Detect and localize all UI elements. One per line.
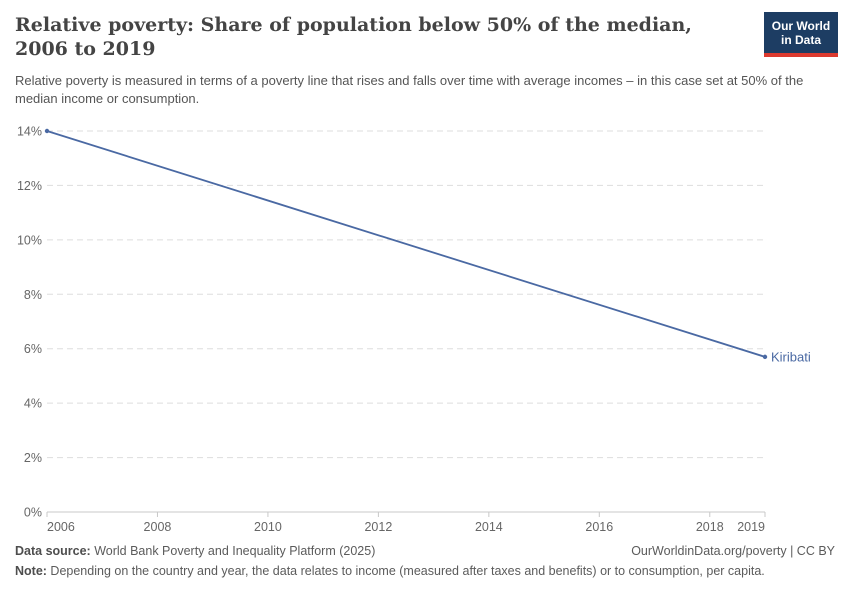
x-tick-label: 2012 (364, 520, 392, 534)
data-source-label: Data source: (15, 544, 91, 558)
y-tick-label: 10% (17, 233, 42, 247)
y-tick-label: 14% (17, 125, 42, 139)
owid-logo: Our World in Data (764, 12, 838, 58)
x-tick-label: 2014 (475, 520, 503, 534)
data-point (762, 354, 768, 360)
owid-logo-line2: in Data (780, 33, 821, 48)
y-tick-label: 4% (24, 397, 42, 411)
note-text: Depending on the country and year, the d… (46, 564, 765, 578)
data-line (46, 130, 766, 358)
owid-link[interactable]: OurWorldinData.org/poverty | CC BY (631, 544, 835, 558)
chart-header: Relative poverty: Share of population be… (15, 12, 838, 108)
x-tick-label: 2018 (696, 520, 724, 534)
entity-label: Kiribati (771, 349, 811, 364)
line-chart: 0% 2% 4% 6% 8% 10% 12% 14% 2006 2008 2010 2012 2014 2… (0, 118, 850, 540)
y-tick-label: 2% (24, 451, 42, 465)
x-tick-label: 2006 (47, 520, 75, 534)
data-source-text: World Bank Poverty and Inequality Platfo… (90, 544, 376, 558)
y-tick-label: 8% (24, 288, 42, 302)
x-tick-label: 2019 (737, 520, 765, 534)
y-tick-label: 12% (17, 179, 42, 193)
x-tick-label: 2010 (254, 520, 282, 534)
y-tick-label: 6% (24, 342, 42, 356)
chart-subtitle: Relative poverty is measured in terms of… (15, 72, 804, 106)
data-point (44, 128, 50, 134)
y-tick-label: 0% (24, 506, 42, 520)
x-tick-label: 2008 (144, 520, 172, 534)
x-tick-label: 2016 (585, 520, 613, 534)
data-source: Data source: World Bank Poverty and Ineq… (15, 544, 375, 558)
chart-footer: Data source: World Bank Poverty and Ineq… (15, 544, 835, 578)
owid-logo-line1: Our World (771, 19, 831, 33)
chart-title: Relative poverty: Share of population be… (15, 14, 692, 60)
note-label: Note: (15, 564, 47, 578)
line-chart-svg: 0% 2% 4% 6% 8% 10% 12% 14% 2006 2008 2010 2012 2014 2… (17, 125, 811, 535)
